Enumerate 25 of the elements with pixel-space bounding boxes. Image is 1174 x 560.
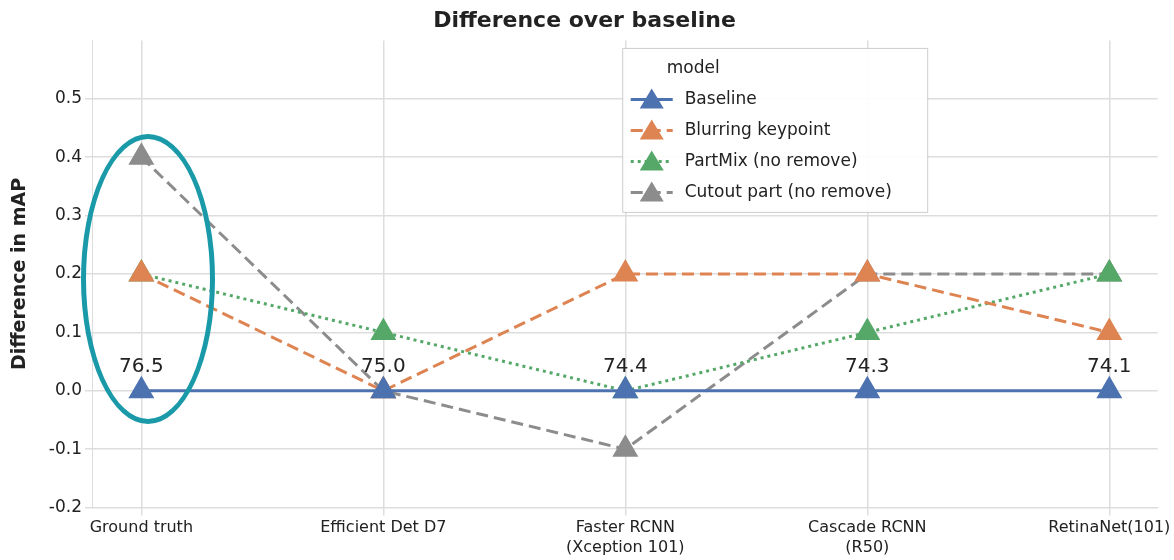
legend-label: Cutout part (no remove) bbox=[684, 180, 892, 201]
x-tick-label: Cascade RCNN (R50) bbox=[808, 517, 927, 556]
annotation: 74.4 bbox=[603, 353, 648, 377]
x-tick-label: Ground truth bbox=[89, 517, 194, 537]
y-tick-label: 0.4 bbox=[54, 145, 82, 166]
annotation: 74.3 bbox=[845, 353, 890, 377]
y-tick-label: -0.1 bbox=[48, 437, 82, 458]
x-tick-label: Faster RCNN (Xception 101) bbox=[566, 517, 685, 556]
legend-label: Blurring keypoint bbox=[684, 118, 831, 139]
annotation: 76.5 bbox=[119, 353, 164, 377]
chart-title: Difference over baseline bbox=[433, 6, 736, 32]
annotation: 75.0 bbox=[361, 353, 406, 377]
y-tick-label: 0.3 bbox=[54, 204, 82, 225]
x-tick-label: Efficient Det D7 bbox=[320, 517, 447, 537]
legend-title: model bbox=[666, 56, 720, 77]
y-axis-title: Difference in mAP bbox=[7, 177, 30, 371]
y-tick-label: 0.2 bbox=[54, 262, 82, 283]
y-tick-label: 0.5 bbox=[54, 87, 82, 108]
x-tick-label: RetinaNet(101) bbox=[1048, 517, 1171, 537]
legend-label: Baseline bbox=[684, 87, 757, 108]
y-tick-label: 0.0 bbox=[54, 379, 82, 400]
legend-label: PartMix (no remove) bbox=[684, 149, 858, 170]
y-tick-label: -0.2 bbox=[48, 496, 82, 517]
y-tick-label: 0.1 bbox=[54, 320, 82, 341]
annotation: 74.1 bbox=[1087, 353, 1132, 377]
